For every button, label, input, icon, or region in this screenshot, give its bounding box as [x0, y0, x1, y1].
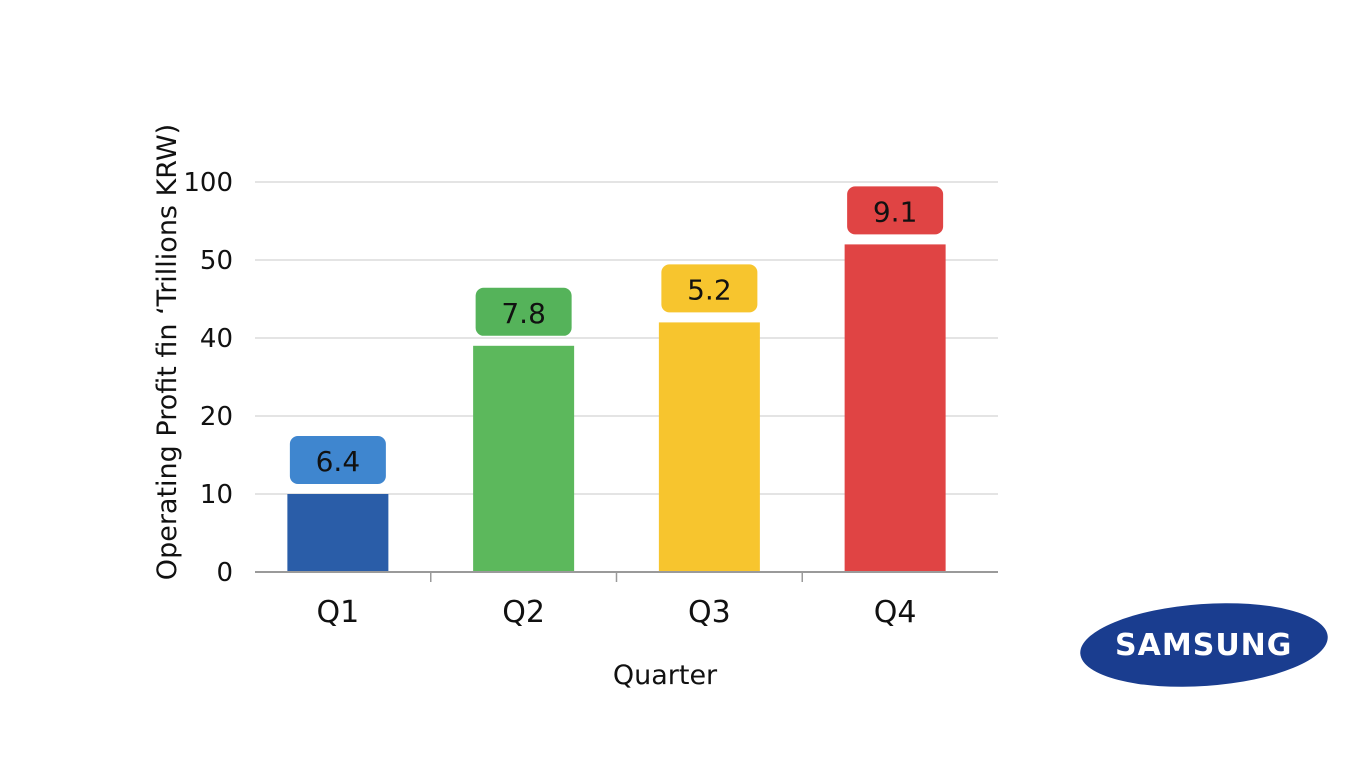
data-label: 6.4: [316, 445, 361, 478]
bar-q1: [287, 494, 389, 572]
y-tick-label: 50: [200, 246, 233, 276]
data-label: 5.2: [687, 273, 732, 306]
y-axis-title: Operating Profit fin ‘Trillions KRW): [152, 124, 183, 580]
data-label: 7.8: [501, 297, 546, 330]
x-tick-label: Q1: [317, 595, 360, 630]
y-tick-label: 40: [200, 324, 233, 354]
data-label: 9.1: [873, 195, 918, 228]
bars: [287, 244, 946, 572]
bar-q2: [473, 345, 575, 572]
bar-q4: [844, 244, 946, 572]
x-tick-label: Q2: [502, 595, 545, 630]
x-tick-label: Q4: [874, 595, 917, 630]
y-tick-labels: 0 10 20 40 50 100: [183, 168, 233, 588]
y-tick-label: 0: [216, 558, 233, 588]
bar-q3: [658, 322, 760, 572]
x-tick-labels: Q1 Q2 Q3 Q4: [317, 572, 917, 630]
data-label-box: [289, 436, 386, 484]
data-label-box: [661, 264, 758, 313]
data-labels: 6.4 7.8 5.2 9.1: [289, 186, 944, 484]
y-tick-label: 20: [200, 402, 233, 432]
data-label-box: [475, 287, 572, 336]
y-tick-label: 10: [200, 480, 233, 510]
x-tick-label: Q3: [688, 595, 731, 630]
data-label-box: [847, 186, 944, 235]
logo-text: SAMSUNG: [1115, 627, 1293, 663]
x-axis-title: Quarter: [613, 660, 718, 691]
y-tick-label: 100: [183, 168, 233, 198]
